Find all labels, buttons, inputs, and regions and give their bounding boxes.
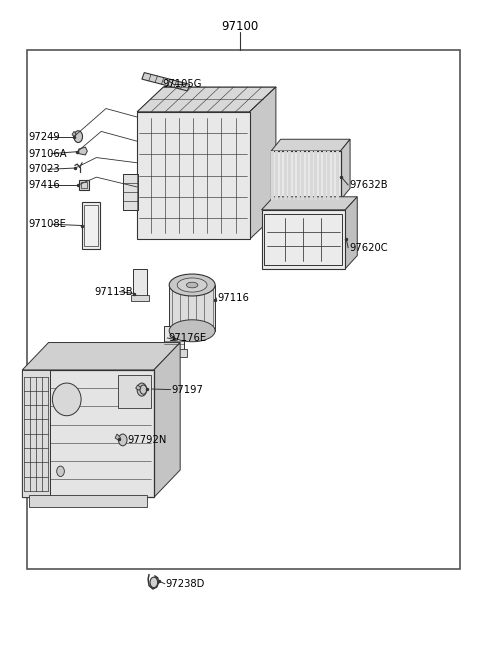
- Polygon shape: [332, 151, 335, 200]
- FancyBboxPatch shape: [123, 174, 138, 210]
- Ellipse shape: [177, 278, 207, 292]
- Polygon shape: [327, 151, 330, 200]
- Polygon shape: [137, 87, 276, 112]
- Polygon shape: [340, 140, 350, 200]
- Circle shape: [137, 383, 147, 396]
- Ellipse shape: [186, 282, 198, 288]
- FancyBboxPatch shape: [29, 495, 147, 507]
- Circle shape: [74, 131, 83, 143]
- Text: 97792N: 97792N: [128, 435, 167, 445]
- Polygon shape: [280, 151, 282, 200]
- Polygon shape: [293, 151, 295, 200]
- FancyBboxPatch shape: [79, 179, 89, 190]
- Polygon shape: [323, 151, 326, 200]
- Ellipse shape: [52, 383, 81, 416]
- Polygon shape: [154, 343, 180, 497]
- Polygon shape: [142, 73, 190, 91]
- Text: 97197: 97197: [171, 384, 204, 394]
- Polygon shape: [310, 151, 313, 200]
- FancyBboxPatch shape: [169, 285, 215, 331]
- Polygon shape: [284, 151, 287, 200]
- Polygon shape: [336, 151, 339, 200]
- Polygon shape: [271, 151, 274, 200]
- FancyBboxPatch shape: [271, 151, 340, 200]
- Polygon shape: [301, 151, 304, 200]
- Polygon shape: [72, 132, 76, 137]
- Text: 97106A: 97106A: [28, 149, 67, 159]
- Polygon shape: [306, 151, 309, 200]
- Polygon shape: [136, 385, 141, 390]
- Polygon shape: [314, 151, 317, 200]
- FancyBboxPatch shape: [118, 375, 152, 408]
- FancyBboxPatch shape: [82, 202, 100, 249]
- Polygon shape: [262, 196, 357, 210]
- FancyBboxPatch shape: [262, 210, 345, 269]
- Text: 97249: 97249: [28, 132, 60, 141]
- Polygon shape: [250, 87, 276, 239]
- Text: 97238D: 97238D: [166, 579, 205, 589]
- FancyBboxPatch shape: [133, 269, 147, 298]
- FancyBboxPatch shape: [161, 349, 187, 357]
- FancyBboxPatch shape: [164, 326, 183, 352]
- Ellipse shape: [169, 320, 215, 342]
- Polygon shape: [271, 140, 350, 151]
- Text: 97108E: 97108E: [28, 219, 66, 229]
- Text: 97176E: 97176E: [168, 333, 206, 343]
- Text: 97116: 97116: [217, 293, 250, 303]
- Polygon shape: [319, 151, 322, 200]
- Polygon shape: [276, 151, 278, 200]
- Circle shape: [119, 434, 127, 446]
- Text: 97632B: 97632B: [349, 180, 388, 190]
- Polygon shape: [345, 196, 357, 269]
- FancyBboxPatch shape: [131, 295, 149, 301]
- FancyBboxPatch shape: [137, 112, 250, 239]
- Circle shape: [57, 466, 64, 477]
- FancyBboxPatch shape: [22, 370, 154, 497]
- Text: 97105G: 97105G: [162, 79, 202, 88]
- Polygon shape: [79, 147, 87, 155]
- Text: 97620C: 97620C: [349, 243, 388, 253]
- Circle shape: [150, 577, 157, 588]
- Text: 97100: 97100: [221, 20, 259, 33]
- Ellipse shape: [169, 274, 215, 296]
- Polygon shape: [288, 151, 291, 200]
- Polygon shape: [297, 151, 300, 200]
- Polygon shape: [22, 343, 180, 370]
- FancyBboxPatch shape: [22, 370, 50, 497]
- Polygon shape: [115, 434, 120, 441]
- Circle shape: [140, 385, 147, 394]
- Text: 97023: 97023: [28, 164, 60, 174]
- Text: 97113B: 97113B: [94, 286, 132, 297]
- Text: 97416: 97416: [28, 180, 60, 190]
